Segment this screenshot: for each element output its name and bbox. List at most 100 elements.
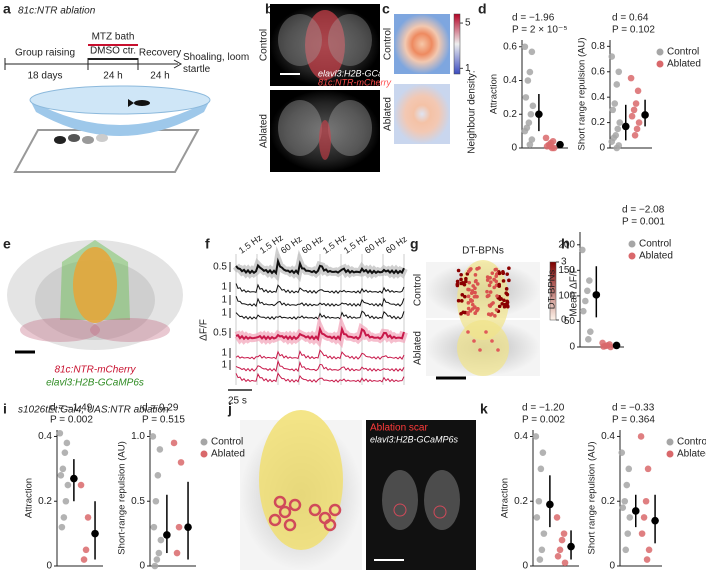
cell bbox=[470, 302, 475, 307]
cell bbox=[501, 271, 506, 276]
y-tick-label: 0.6 bbox=[591, 66, 605, 77]
data-point bbox=[155, 549, 163, 557]
colorbar-label: Neighbour density: bbox=[467, 70, 478, 153]
y-tick-label: 0.8 bbox=[591, 41, 605, 52]
cell bbox=[488, 313, 493, 317]
cell bbox=[494, 279, 499, 284]
marker-label: Ablation scar bbox=[370, 423, 428, 434]
legend-marker bbox=[200, 438, 208, 446]
trace bbox=[235, 325, 405, 342]
mean-point bbox=[163, 531, 171, 539]
y-tick-label: 0.4 bbox=[591, 92, 605, 103]
step: Shoaling, loom startle bbox=[183, 52, 250, 75]
data-point bbox=[537, 465, 545, 473]
cell bbox=[485, 278, 490, 282]
data-point bbox=[585, 336, 592, 343]
cell bbox=[488, 276, 492, 280]
mean-point bbox=[535, 110, 543, 119]
data-point bbox=[149, 433, 157, 440]
mean-point bbox=[631, 507, 640, 515]
cell bbox=[505, 299, 509, 304]
data-point bbox=[153, 556, 161, 563]
data-point bbox=[627, 74, 635, 82]
panel-label: f bbox=[205, 236, 210, 252]
data-point bbox=[556, 546, 564, 554]
panel-label: b bbox=[265, 1, 274, 17]
scale-label: 25 s bbox=[228, 396, 247, 407]
data-point bbox=[631, 131, 639, 139]
panel-title: DT-BPNs bbox=[462, 246, 504, 257]
stat-text: d = −1.20 bbox=[522, 403, 565, 414]
cell bbox=[501, 279, 506, 283]
data-point bbox=[62, 497, 70, 505]
colorbar-label: Mean ΔF/F bbox=[569, 267, 580, 316]
y-tick-label: 0 bbox=[522, 561, 528, 572]
stat-text: P = 0.002 bbox=[50, 415, 93, 426]
stat-text: d = 0.64 bbox=[612, 13, 649, 24]
data-point bbox=[640, 514, 648, 521]
y-tick-label: 0 bbox=[139, 561, 145, 572]
data-point bbox=[580, 307, 587, 315]
step: DMSO ctr. bbox=[90, 46, 136, 57]
cell bbox=[460, 292, 465, 297]
duration: 18 days bbox=[27, 71, 62, 82]
stat-text: P = 2 × 10⁻⁵ bbox=[512, 25, 567, 36]
y-tick-label: 0 bbox=[609, 561, 615, 572]
data-point bbox=[528, 136, 536, 143]
data-point bbox=[546, 143, 554, 150]
trace bbox=[235, 372, 405, 383]
data-point bbox=[522, 94, 530, 101]
marker-label: elavl3:H2B-GCaMP6s bbox=[46, 378, 144, 389]
cell bbox=[500, 301, 505, 306]
data-point bbox=[642, 497, 650, 505]
cell bbox=[494, 274, 498, 279]
panel-title: s1026tEt:Gal4, UAS:NTR ablation bbox=[18, 405, 169, 416]
step: Recovery bbox=[139, 48, 181, 59]
legend-label: Ablated bbox=[211, 449, 245, 460]
y-tick-label: 0 bbox=[569, 342, 575, 353]
trace bbox=[235, 257, 405, 276]
cell bbox=[473, 279, 478, 284]
y-axis-label: Attraction bbox=[489, 74, 500, 114]
stat-text: P = 0.002 bbox=[522, 415, 565, 426]
data-point bbox=[84, 514, 92, 521]
cell bbox=[485, 289, 489, 294]
data-point bbox=[554, 552, 562, 560]
condition: Ablated bbox=[413, 331, 424, 365]
micrograph bbox=[240, 410, 476, 570]
mean-point bbox=[556, 140, 564, 149]
panel-label: j bbox=[227, 401, 232, 417]
cell bbox=[488, 290, 493, 294]
stat-text: d = −0.33 bbox=[612, 403, 655, 414]
legend-marker bbox=[666, 450, 674, 458]
condition: Ablated bbox=[383, 97, 394, 131]
stat-text: d = 0.29 bbox=[142, 403, 179, 414]
data-point bbox=[608, 138, 616, 145]
data-point bbox=[561, 559, 569, 567]
scale-label: 1 bbox=[221, 282, 227, 293]
data-point bbox=[633, 125, 641, 133]
cell bbox=[497, 304, 502, 309]
data-point bbox=[60, 514, 68, 521]
y-axis-label: Short-range repulsion (AU) bbox=[117, 441, 128, 555]
data-point bbox=[542, 134, 550, 142]
mean-point bbox=[621, 122, 630, 131]
data-point bbox=[624, 530, 632, 537]
condition: Control bbox=[413, 274, 424, 306]
cell bbox=[504, 287, 509, 291]
y-axis-label: Attraction bbox=[24, 478, 35, 518]
trace bbox=[235, 283, 405, 294]
legend-label: Control bbox=[211, 437, 243, 448]
condition: Control bbox=[383, 28, 394, 60]
data-point bbox=[525, 119, 533, 126]
data-point bbox=[628, 112, 636, 120]
condition: Control bbox=[259, 29, 270, 61]
legend-label: Control bbox=[639, 239, 671, 250]
cell bbox=[461, 310, 466, 315]
data-point bbox=[626, 514, 634, 521]
mean-point bbox=[70, 474, 78, 483]
data-point bbox=[151, 562, 159, 570]
trace bbox=[235, 359, 405, 373]
